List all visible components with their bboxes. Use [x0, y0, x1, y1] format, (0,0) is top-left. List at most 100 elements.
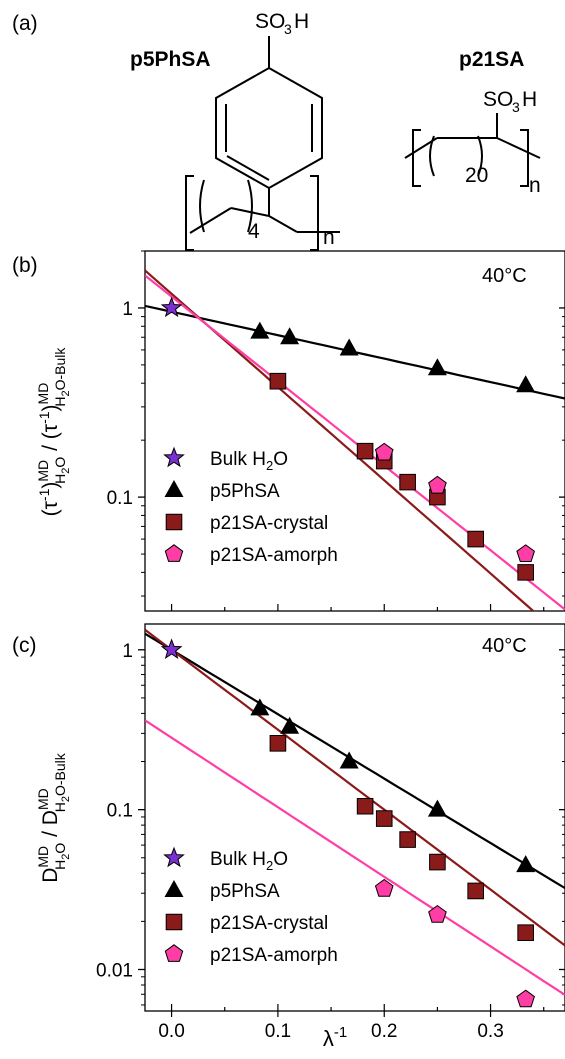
panel-c-points: [160, 638, 536, 1008]
svg-text:λ-1: λ-1: [323, 1024, 347, 1051]
fit-line: [145, 719, 565, 996]
legend-marker: [164, 880, 184, 897]
y-tick-label: 1: [122, 641, 133, 662]
data-point: [280, 716, 300, 734]
p5phsa-sulfonic-group: SO 3 H: [255, 10, 309, 37]
data-point: [516, 989, 535, 1008]
panel-c-chart: (c) 40°C 0.01 0.1 1 0.0 0.1 0.2 0.3 DMDH2O / D…: [12, 623, 565, 1051]
legend-marker: [164, 944, 184, 962]
data-point: [269, 372, 287, 390]
p21sa-sulfonic-group: SO 3 H: [483, 88, 537, 115]
svg-text:DMDH2O / DMDH2O-Bulk: DMDH2O / DMDH2O-Bulk: [35, 752, 72, 883]
x-tick-label: 0.2: [371, 1021, 397, 1042]
panel-a: (a) p5PhSA p21SA SO 3 H: [12, 10, 541, 251]
data-point: [516, 544, 535, 562]
legend-label-bulk-h2o: Bulk H2O: [210, 849, 288, 873]
panel-c-axis: 0.01 0.1 1 0.0 0.1 0.2 0.3: [96, 641, 565, 1042]
legend-label: p5PhSA: [210, 481, 280, 502]
legend-label: p21SA-crystal: [210, 513, 328, 534]
p21sa-so-text: SO: [483, 88, 513, 111]
legend-label: p21SA-amorph: [210, 545, 338, 566]
data-point: [517, 924, 534, 941]
svg-text:(τ-1)MDH2O / (τ-1)MDH2O-Bulk: (τ-1)MDH2O / (τ-1)MDH2O-Bulk: [35, 347, 72, 517]
panel-c-legend: Bulk H2O p5PhSA p21SA-crystal p21SA-amorph: [163, 846, 338, 966]
data-point: [339, 751, 359, 769]
panel-c-y-axis-label: DMDH2O / DMDH2O-Bulk: [35, 752, 72, 883]
p21sa-h-text: H: [522, 88, 537, 111]
fit-line: [145, 628, 565, 947]
panel-b-temperature: 40°C: [482, 265, 527, 287]
panel-b-points: [160, 296, 536, 581]
panel-c-label: (c): [12, 634, 37, 657]
panel-b-fit-lines: [145, 269, 565, 611]
data-point: [160, 296, 183, 318]
data-point: [399, 473, 416, 491]
y-tick-label: 0.01: [96, 960, 133, 981]
data-point: [516, 855, 536, 873]
y-tick-label: 0.1: [107, 801, 133, 822]
p5phsa-so-sub: 3: [284, 21, 292, 37]
legend-marker: [163, 846, 185, 868]
p5phsa-n: n: [323, 226, 335, 249]
p21sa-repeat: 20: [465, 164, 488, 187]
p5phsa-repeat: 4: [248, 220, 260, 243]
y-tick-label: 1: [122, 299, 133, 320]
fit-line: [145, 274, 565, 611]
data-point: [427, 358, 447, 376]
data-point: [429, 853, 446, 871]
x-tick-label: 0.3: [477, 1021, 503, 1042]
p5phsa-so-text: SO: [255, 10, 285, 33]
data-point: [250, 698, 270, 716]
data-point: [516, 375, 536, 393]
legend-marker: [165, 913, 183, 931]
data-point: [467, 882, 484, 900]
p21sa-name: p21SA: [459, 48, 524, 71]
legend-marker: [165, 513, 183, 531]
data-point: [467, 530, 484, 548]
panel-b-label: (b): [12, 254, 38, 277]
y-tick-label: 0.1: [107, 488, 133, 509]
p5phsa-h-text: H: [294, 10, 309, 33]
p5phsa-name: p5PhSA: [130, 48, 211, 71]
data-point: [427, 799, 447, 817]
data-point: [356, 797, 374, 815]
data-point: [339, 338, 359, 356]
data-point: [517, 564, 534, 581]
panel-a-label: (a): [12, 12, 38, 35]
data-point: [269, 735, 287, 752]
legend-label-bulk-h2o: Bulk H2O: [210, 449, 288, 473]
data-point: [356, 442, 374, 460]
panel-c-temperature: 40°C: [482, 635, 527, 657]
legend-label: p5PhSA: [210, 881, 280, 902]
data-point: [375, 810, 393, 827]
legend-label: p21SA-crystal: [210, 913, 328, 934]
x-tick-label: 0.0: [158, 1021, 184, 1042]
data-point: [428, 904, 447, 923]
p21sa-so-sub: 3: [512, 99, 520, 115]
x-tick-label: 0.1: [265, 1021, 291, 1042]
panel-b-y-axis-label: (τ-1)MDH2O / (τ-1)MDH2O-Bulk: [35, 347, 72, 517]
data-point: [160, 638, 183, 660]
panel-b-axis: 0.11: [107, 250, 565, 611]
p21sa-n: n: [529, 174, 541, 197]
legend-label: p21SA-amorph: [210, 945, 338, 966]
data-point: [399, 831, 416, 848]
legend-marker: [164, 544, 184, 562]
legend-marker: [163, 446, 185, 468]
data-point: [374, 442, 394, 461]
panel-b-legend: Bulk H2O p5PhSA p21SA-crystal p21SA-amorph: [163, 446, 338, 566]
legend-marker: [164, 480, 184, 497]
data-point: [428, 475, 447, 494]
data-point: [280, 327, 300, 345]
benzene-ring: [185, 36, 340, 251]
x-axis-label: λ-1: [323, 1024, 347, 1051]
data-point: [250, 321, 270, 339]
p21sa-chain: [404, 113, 541, 187]
data-point: [374, 878, 394, 897]
panel-b-chart: (b) 40°C 0.11 (τ-1)MDH2O / (τ-1)MDH2O-Bu…: [12, 250, 565, 612]
panel-c-frame: [144, 623, 565, 1012]
panel-c-fit-lines: [145, 628, 565, 996]
fit-line: [145, 632, 565, 890]
panel-b-frame: [144, 250, 565, 612]
